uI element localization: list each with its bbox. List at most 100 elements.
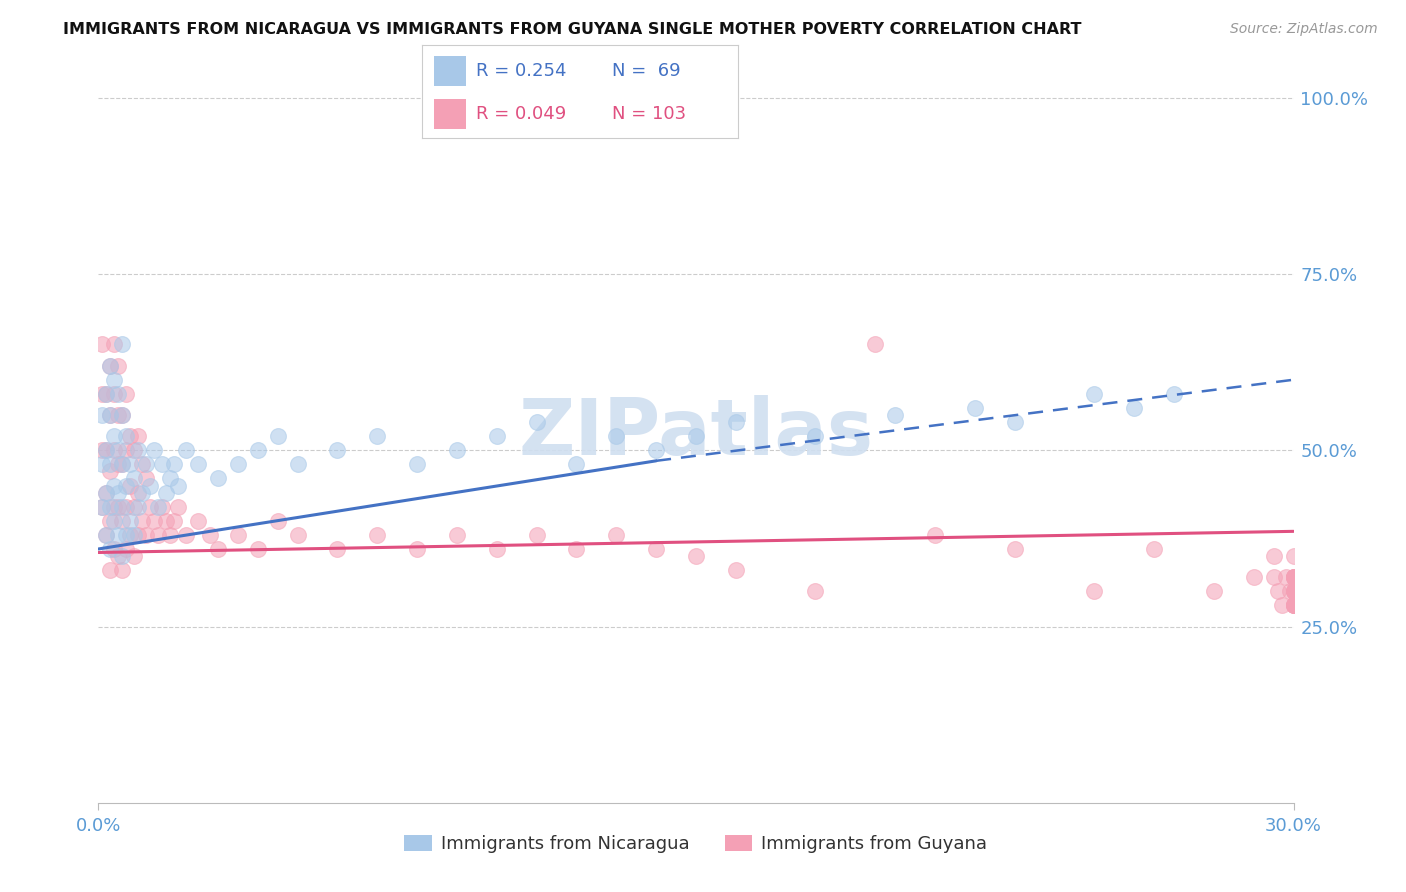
Point [267,429,290,443]
Point [287,458,309,472]
Text: Source: ZipAtlas.com: Source: ZipAtlas.com [1230,22,1378,37]
Point [98,500,122,514]
Point [150,458,173,472]
Point [96,443,118,458]
Point [98,408,122,422]
Point [148,528,170,542]
Point [565,541,588,556]
Point [103,478,125,492]
Point [98,458,122,472]
Point [685,429,707,443]
Bar [434,56,467,86]
Point [107,485,129,500]
Point [91,500,114,514]
Point [120,528,142,542]
Point [1243,570,1265,584]
Point [159,471,181,485]
Point [1282,584,1305,599]
Point [115,541,138,556]
Point [115,429,138,443]
Point [1267,584,1289,599]
Point [1282,584,1305,599]
Point [124,528,146,542]
Point [163,514,186,528]
Point [1163,387,1185,401]
Point [103,337,125,351]
Point [1004,415,1026,429]
Point [111,408,134,422]
Point [127,500,149,514]
Point [1282,570,1305,584]
Point [127,429,149,443]
Point [96,485,118,500]
Point [115,443,138,458]
Point [111,458,134,472]
Point [485,429,508,443]
Point [174,443,197,458]
Point [1274,570,1296,584]
Point [143,514,166,528]
Point [91,408,114,422]
Point [103,429,125,443]
Point [107,458,129,472]
Text: R = 0.049: R = 0.049 [475,105,565,123]
Point [1282,584,1305,599]
Point [1143,541,1166,556]
Point [1271,599,1294,613]
Point [131,514,153,528]
Point [120,478,142,492]
Point [98,563,122,577]
Point [198,528,221,542]
Point [111,500,134,514]
Point [804,584,827,599]
Point [107,443,129,458]
Point [103,373,125,387]
Point [226,458,249,472]
Point [91,337,114,351]
Point [526,528,548,542]
Point [1282,599,1305,613]
Point [963,401,986,415]
Point [1282,584,1305,599]
Point [103,514,125,528]
Point [107,408,129,422]
Point [98,464,122,478]
Point [207,541,229,556]
Point [865,337,887,351]
Point [96,387,118,401]
Point [111,458,134,472]
Point [406,541,429,556]
Point [1282,570,1305,584]
Point [1282,599,1305,613]
Point [605,429,627,443]
Point [127,443,149,458]
Point [96,528,118,542]
Point [1083,584,1105,599]
Point [1123,401,1146,415]
Point [91,387,114,401]
Point [1202,584,1225,599]
Point [91,458,114,472]
Point [174,528,197,542]
Point [246,541,269,556]
Point [924,528,946,542]
Point [1282,599,1305,613]
Point [143,443,166,458]
Point [103,387,125,401]
Point [103,443,125,458]
Point [1282,570,1305,584]
Point [1282,599,1305,613]
Point [1282,599,1305,613]
Point [111,337,134,351]
Point [804,429,827,443]
Point [724,415,747,429]
Point [107,359,129,373]
Point [1282,570,1305,584]
Point [124,471,146,485]
Point [150,500,173,514]
Point [111,408,134,422]
Point [96,528,118,542]
Point [1004,541,1026,556]
Point [124,549,146,563]
Point [406,458,429,472]
